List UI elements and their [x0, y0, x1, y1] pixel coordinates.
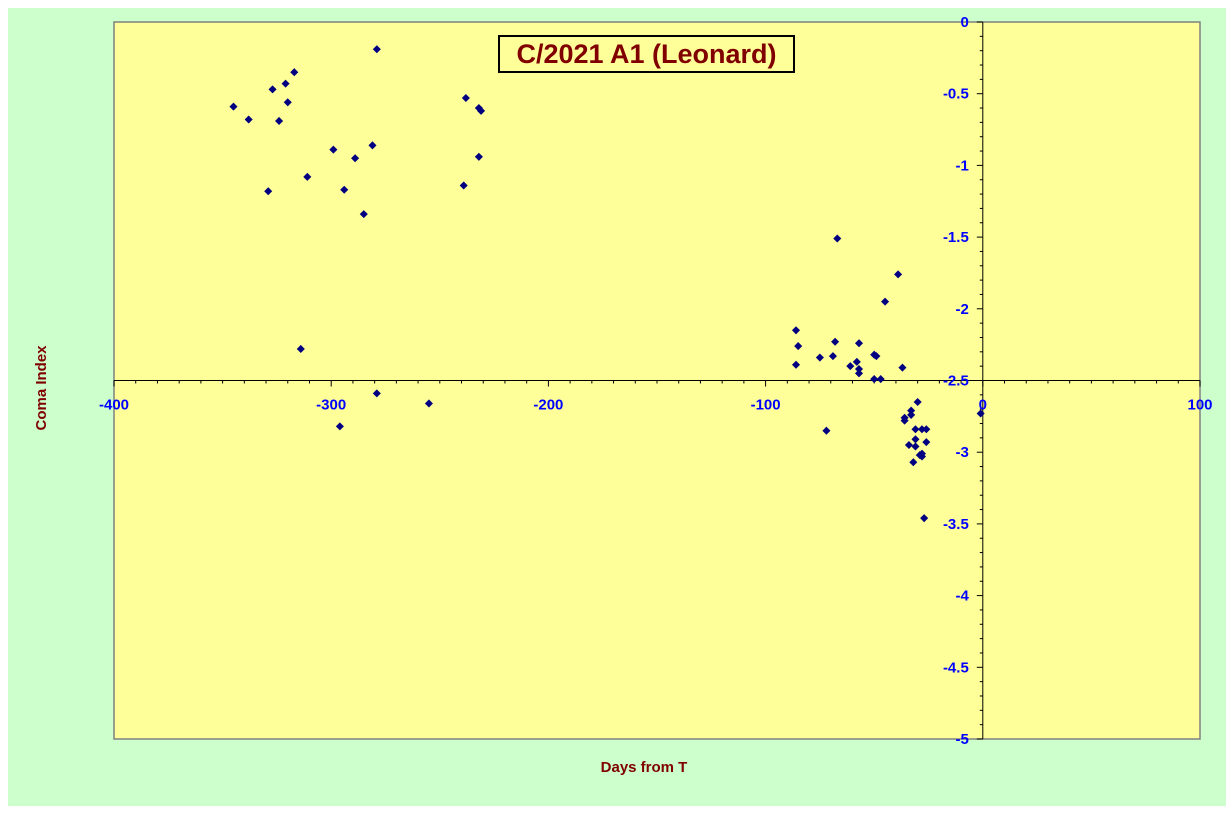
data-point — [461, 93, 470, 103]
data-point — [917, 449, 927, 458]
x-axis-title: Days from T — [601, 759, 688, 776]
y-tick-label: -3 — [955, 444, 968, 461]
x-tick-label: -100 — [751, 397, 781, 414]
data-point — [833, 234, 842, 243]
data-point — [876, 375, 885, 384]
data-point — [303, 172, 312, 181]
data-point — [881, 297, 890, 306]
x-tick-label: -200 — [533, 397, 563, 414]
data-point — [828, 352, 837, 361]
data-point — [909, 458, 918, 467]
data-point — [424, 399, 433, 408]
chart-title: C/2021 A1 (Leonard) — [498, 35, 795, 73]
data-point — [359, 210, 368, 219]
data-points — [229, 45, 985, 523]
x-tick-label: 100 — [1187, 397, 1212, 414]
data-point — [794, 342, 803, 351]
data-point — [822, 426, 831, 435]
data-point — [831, 337, 840, 346]
data-point — [264, 187, 273, 196]
data-point — [900, 413, 909, 422]
data-point — [913, 397, 922, 407]
data-point — [474, 152, 483, 161]
data-point — [852, 357, 861, 366]
data-point — [372, 45, 381, 54]
data-point — [275, 116, 284, 125]
data-point — [904, 441, 913, 450]
data-point — [894, 270, 903, 279]
data-point — [368, 141, 377, 150]
data-point — [872, 352, 881, 361]
tick-labels: -400 -300 -200 -100 0 100 0 -0.5 -1 -1.5 -2 -2.5 -3 -… — [99, 14, 1213, 748]
data-point — [870, 375, 879, 384]
y-tick-label: -5 — [955, 731, 968, 748]
data-point — [351, 154, 360, 163]
data-point — [922, 425, 931, 434]
axis-ticks — [113, 21, 1201, 740]
data-point — [854, 339, 864, 348]
y-tick-label: -4 — [955, 588, 969, 605]
data-point — [911, 442, 920, 451]
y-tick-label: 0 — [960, 14, 968, 31]
x-tick-label: 0 — [979, 397, 987, 414]
data-point — [477, 106, 486, 115]
data-point — [898, 363, 907, 372]
data-point — [920, 514, 929, 523]
data-point — [335, 422, 344, 431]
data-point — [244, 115, 253, 124]
data-point — [459, 181, 468, 190]
y-tick-label: -3.5 — [943, 516, 969, 533]
y-tick-label: -1.5 — [943, 229, 969, 246]
data-point — [922, 438, 931, 447]
data-point — [791, 360, 801, 369]
data-point — [907, 406, 916, 415]
x-tick-label: -300 — [316, 397, 346, 414]
y-tick-label: -4.5 — [943, 659, 969, 676]
data-point — [911, 425, 920, 434]
data-point — [791, 326, 801, 335]
data-point — [815, 353, 824, 362]
data-point — [854, 369, 864, 378]
data-point — [268, 85, 277, 94]
data-point — [846, 362, 855, 371]
x-tick-label: -400 — [99, 397, 129, 414]
data-point — [340, 185, 349, 194]
data-point — [283, 98, 292, 107]
data-point — [229, 102, 238, 111]
y-tick-label: -2 — [955, 301, 968, 318]
y-tick-label: -1 — [955, 157, 968, 174]
data-point — [329, 145, 338, 154]
y-axis-title: Coma Index — [33, 345, 50, 431]
data-point — [372, 389, 381, 398]
data-point — [290, 68, 299, 77]
data-point — [296, 344, 305, 353]
data-point — [281, 79, 290, 88]
y-tick-label: -2.5 — [943, 373, 969, 390]
y-tick-label: -0.5 — [943, 86, 969, 103]
data-point — [976, 409, 985, 418]
data-point — [907, 410, 916, 419]
